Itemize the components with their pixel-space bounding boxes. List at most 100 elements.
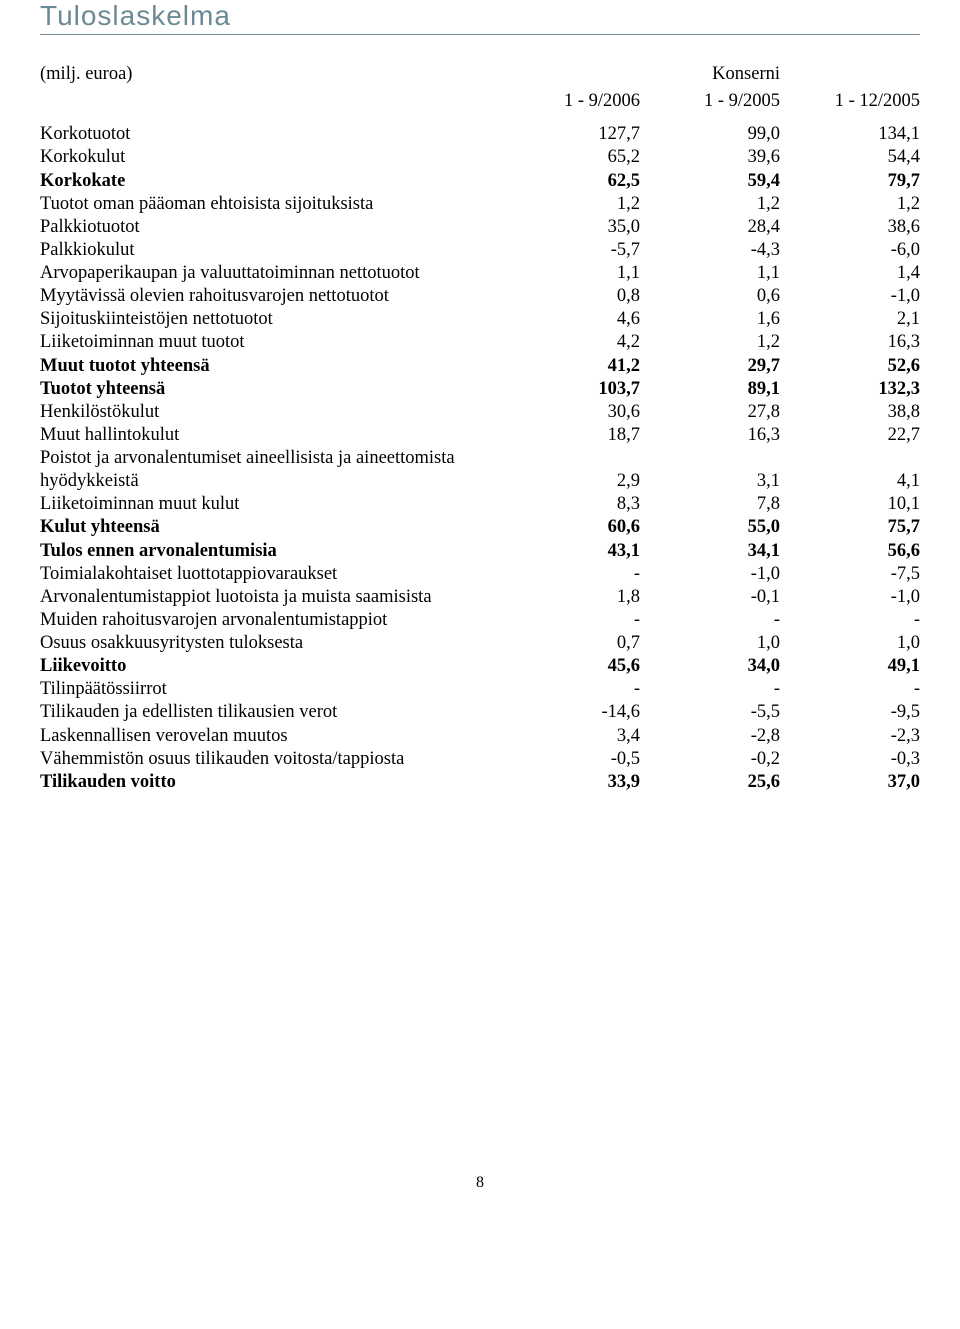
row-value: 4,1 <box>780 470 920 493</box>
row-label: Poistot ja arvonalentumiset aineellisist… <box>40 447 500 470</box>
row-label: Osuus osakkuusyritysten tuloksesta <box>40 632 500 655</box>
table-row: Arvonalentumistappiot luotoista ja muist… <box>40 586 920 609</box>
table-row: Tilinpäätössiirrot--- <box>40 678 920 701</box>
row-value: 1,2 <box>640 331 780 354</box>
table-row: Arvopaperikaupan ja valuuttatoiminnan ne… <box>40 262 920 285</box>
row-value: 1,0 <box>640 632 780 655</box>
row-label: Tilinpäätössiirrot <box>40 678 500 701</box>
group-label: Konserni <box>640 63 780 90</box>
row-label: Laskennallisen verovelan muutos <box>40 725 500 748</box>
row-value: 134,1 <box>780 123 920 146</box>
table-row: Palkkiokulut-5,7-4,3-6,0 <box>40 239 920 262</box>
period-2: 1 - 9/2005 <box>640 90 780 123</box>
row-label: Muiden rahoitusvarojen arvonalentumistap… <box>40 609 500 632</box>
row-value: 2,9 <box>500 470 640 493</box>
table-header-row-2: 1 - 9/2006 1 - 9/2005 1 - 12/2005 <box>40 90 920 123</box>
row-value: -5,5 <box>640 701 780 724</box>
row-label: Liiketoiminnan muut kulut <box>40 493 500 516</box>
row-value: 10,1 <box>780 493 920 516</box>
table-row: Korkotuotot127,799,0134,1 <box>40 123 920 146</box>
row-label: Korkokate <box>40 170 500 193</box>
row-value: 103,7 <box>500 378 640 401</box>
row-label: Liikevoitto <box>40 655 500 678</box>
row-value: -1,0 <box>780 586 920 609</box>
row-value: -0,5 <box>500 748 640 771</box>
table-row: Palkkiotuotot35,028,438,6 <box>40 216 920 239</box>
table-row: Tuotot yhteensä103,789,1132,3 <box>40 378 920 401</box>
row-value: -2,8 <box>640 725 780 748</box>
row-value: -6,0 <box>780 239 920 262</box>
row-value: 34,0 <box>640 655 780 678</box>
row-value: 2,1 <box>780 308 920 331</box>
period-1: 1 - 9/2006 <box>500 90 640 123</box>
table-row: Laskennallisen verovelan muutos3,4-2,8-2… <box>40 725 920 748</box>
row-value: 3,4 <box>500 725 640 748</box>
row-value: 38,8 <box>780 401 920 424</box>
row-value: 0,8 <box>500 285 640 308</box>
table-row: Tuotot oman pääoman ehtoisista sijoituks… <box>40 193 920 216</box>
table-row: Muut tuotot yhteensä41,229,752,6 <box>40 355 920 378</box>
table-row: Liikevoitto45,634,049,1 <box>40 655 920 678</box>
row-label: Liiketoiminnan muut tuotot <box>40 331 500 354</box>
row-value: 1,2 <box>640 193 780 216</box>
row-label: Tuotot yhteensä <box>40 378 500 401</box>
table-row: Sijoituskiinteistöjen nettotuotot4,61,62… <box>40 308 920 331</box>
row-value: -1,0 <box>780 285 920 308</box>
row-value: -0,2 <box>640 748 780 771</box>
row-value: - <box>500 609 640 632</box>
unit-label: (milj. euroa) <box>40 63 500 90</box>
table-row: Henkilöstökulut30,627,838,8 <box>40 401 920 424</box>
row-value: 29,7 <box>640 355 780 378</box>
row-value: 33,9 <box>500 771 640 794</box>
row-value: -9,5 <box>780 701 920 724</box>
table-row: Muiden rahoitusvarojen arvonalentumistap… <box>40 609 920 632</box>
row-label: Sijoituskiinteistöjen nettotuotot <box>40 308 500 331</box>
row-value: 49,1 <box>780 655 920 678</box>
row-label: Tuotot oman pääoman ehtoisista sijoituks… <box>40 193 500 216</box>
row-label: Korkotuotot <box>40 123 500 146</box>
table-row: Liiketoiminnan muut tuotot4,21,216,3 <box>40 331 920 354</box>
row-value: 4,2 <box>500 331 640 354</box>
row-value: 79,7 <box>780 170 920 193</box>
row-value: 38,6 <box>780 216 920 239</box>
row-value: - <box>780 678 920 701</box>
table-row: Korkokulut65,239,654,4 <box>40 146 920 169</box>
row-value: -14,6 <box>500 701 640 724</box>
row-value: 1,0 <box>780 632 920 655</box>
row-value: 89,1 <box>640 378 780 401</box>
table-row: hyödykkeistä2,93,14,1 <box>40 470 920 493</box>
row-label: Vähemmistön osuus tilikauden voitosta/ta… <box>40 748 500 771</box>
row-value <box>780 447 920 470</box>
period-3: 1 - 12/2005 <box>780 90 920 123</box>
table-row: Kulut yhteensä60,655,075,7 <box>40 516 920 539</box>
row-value: -2,3 <box>780 725 920 748</box>
income-statement-table: (milj. euroa) Konserni 1 - 9/2006 1 - 9/… <box>40 63 920 794</box>
row-value: 1,1 <box>500 262 640 285</box>
row-value: 28,4 <box>640 216 780 239</box>
row-value: 41,2 <box>500 355 640 378</box>
row-value: 1,6 <box>640 308 780 331</box>
row-label: Muut hallintokulut <box>40 424 500 447</box>
row-label: hyödykkeistä <box>40 470 500 493</box>
row-value: - <box>500 678 640 701</box>
row-label: Palkkiotuotot <box>40 216 500 239</box>
row-value <box>640 447 780 470</box>
table-row: Poistot ja arvonalentumiset aineellisist… <box>40 447 920 470</box>
table-row: Tilikauden voitto33,925,637,0 <box>40 771 920 794</box>
row-label: Muut tuotot yhteensä <box>40 355 500 378</box>
row-value: 39,6 <box>640 146 780 169</box>
row-label: Tulos ennen arvonalentumisia <box>40 540 500 563</box>
table-row: Korkokate62,559,479,7 <box>40 170 920 193</box>
table-body: Korkotuotot127,799,0134,1Korkokulut65,23… <box>40 123 920 794</box>
row-label: Kulut yhteensä <box>40 516 500 539</box>
row-label: Tilikauden voitto <box>40 771 500 794</box>
row-value: 34,1 <box>640 540 780 563</box>
table-row: Tulos ennen arvonalentumisia43,134,156,6 <box>40 540 920 563</box>
row-value: - <box>780 609 920 632</box>
row-value: 55,0 <box>640 516 780 539</box>
row-value: 25,6 <box>640 771 780 794</box>
row-value: 0,7 <box>500 632 640 655</box>
table-row: Osuus osakkuusyritysten tuloksesta0,71,0… <box>40 632 920 655</box>
row-value: -0,3 <box>780 748 920 771</box>
row-label: Myytävissä olevien rahoitusvarojen netto… <box>40 285 500 308</box>
